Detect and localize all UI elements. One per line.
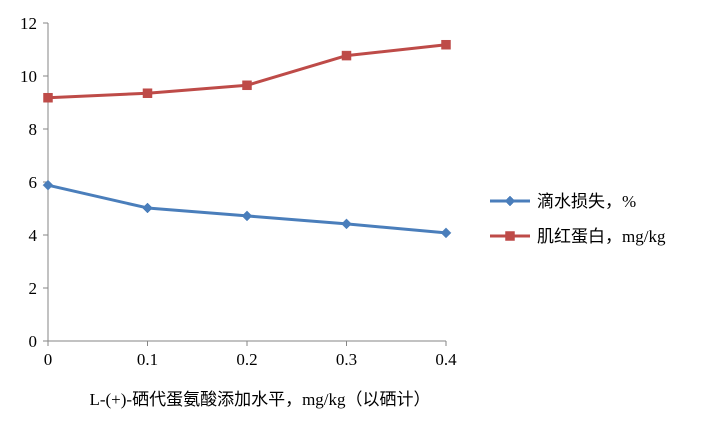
y-tick-label: 12 (20, 14, 37, 33)
x-tick-label: 0.4 (435, 350, 457, 369)
data-point-diamond (241, 210, 253, 222)
x-axis (47, 340, 447, 346)
y-tick-label: 0 (29, 332, 38, 351)
y-tick-label: 2 (29, 279, 38, 298)
legend-label: 滴水损失，% (537, 192, 636, 211)
y-tick-label: 8 (29, 120, 38, 139)
x-tick-label: 0.1 (137, 350, 158, 369)
data-point-diamond (42, 179, 54, 191)
data-point-diamond (142, 202, 153, 214)
legend: 滴水损失，% 肌红蛋白，mg/kg (490, 192, 666, 246)
legend-marker-square (505, 231, 515, 241)
legend-marker-diamond (504, 195, 516, 207)
data-point-square (142, 88, 153, 98)
data-point-square (242, 80, 252, 91)
series-2 (43, 39, 451, 103)
series-line-1 (47, 183, 447, 235)
x-tick-label: 0 (44, 350, 53, 369)
series-layer (42, 39, 452, 239)
x-tick-label: 0.2 (236, 350, 257, 369)
data-point-square (441, 39, 451, 50)
y-tick-label: 10 (20, 67, 37, 86)
x-tick-label: 0.3 (336, 350, 357, 369)
legend-item: 滴水损失，% (490, 192, 636, 211)
data-point-diamond (341, 218, 352, 230)
y-tick-labels: 0 2 4 6 8 10 12 (20, 14, 38, 351)
x-axis-title: L-(+)-硒代蛋氨酸添加水平，mg/kg（以硒计） (89, 390, 430, 409)
x-tick-labels: 0 0.1 0.2 0.3 0.4 (44, 350, 457, 369)
data-point-square (341, 50, 352, 61)
data-point-diamond (440, 227, 452, 239)
data-point-square (43, 92, 53, 103)
y-tick-label: 6 (29, 173, 38, 192)
series-1 (42, 179, 452, 239)
legend-item: 肌红蛋白，mg/kg (490, 227, 666, 246)
y-tick-label: 4 (29, 226, 38, 245)
legend-label: 肌红蛋白，mg/kg (537, 227, 666, 246)
